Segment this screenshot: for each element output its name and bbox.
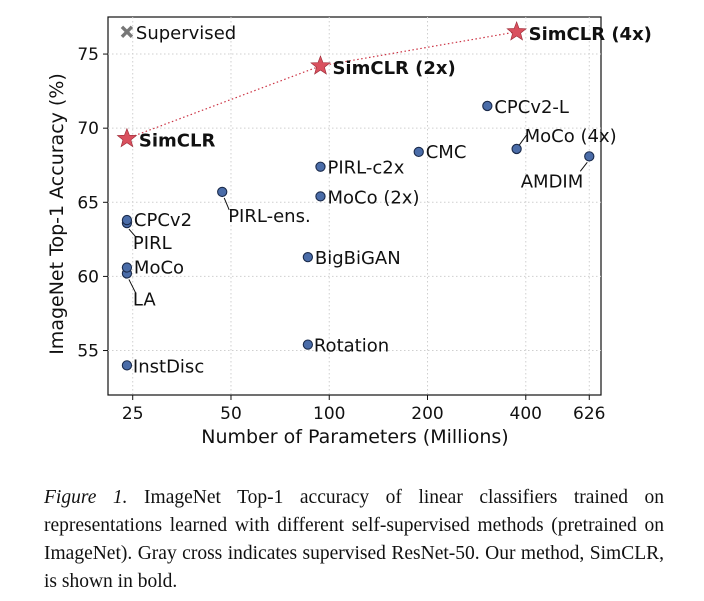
point-label-moco: MoCo: [134, 258, 184, 279]
point-label-simclr-2x: SimCLR (2x): [332, 58, 455, 79]
point-label-moco-2x: MoCo (2x): [327, 187, 419, 208]
star-marker-simclr-4x: [506, 20, 527, 41]
y-axis-label: ImageNet Top-1 Accuracy (%): [46, 73, 68, 355]
x-tick-label: 626: [573, 404, 605, 424]
data-points: [116, 20, 595, 371]
grid-lines: [108, 17, 601, 395]
point-label-pirl-c2x: PIRL-c2x: [327, 158, 404, 179]
star-marker-simclr-2x: [310, 55, 331, 75]
simclr-connector-line: [126, 31, 517, 140]
x-tick-label: 50: [220, 404, 242, 424]
x-axis-label: Number of Parameters (Millions): [201, 426, 508, 448]
point-marker-cmc: [413, 146, 424, 158]
point-marker-moco-2x: [315, 191, 326, 202]
caption-label: Figure 1.: [44, 487, 128, 508]
axis-ticks: 25 50 100 200 400 626 55 60 65 70 75: [77, 45, 605, 424]
y-tick-label: 70: [77, 119, 99, 139]
point-label-moco-4x: MoCo (4x): [525, 126, 617, 147]
point-marker-pirl-c2x: [315, 161, 326, 172]
leader-line: [223, 197, 230, 211]
figure-caption: Figure 1. ImageNet Top-1 accuracy of lin…: [44, 484, 664, 596]
y-tick-label: 55: [77, 342, 99, 362]
point-marker-rotation: [302, 339, 314, 350]
y-tick-label: 75: [77, 45, 99, 65]
cross-marker-supervised: [120, 25, 134, 39]
point-label-rotation: Rotation: [314, 336, 389, 357]
x-tick-label: 200: [411, 404, 443, 424]
leader-line: [128, 228, 137, 238]
x-tick-label: 25: [122, 404, 144, 424]
point-marker-instdisc: [121, 360, 133, 371]
point-label-cpcv2-l: CPCv2-L: [494, 97, 569, 118]
leader-line: [579, 162, 588, 172]
leader-line: [128, 279, 137, 294]
point-marker-moco-4x: [511, 143, 522, 155]
point-marker-pirl-ens: [217, 186, 228, 198]
point-label-supervised: Supervised: [136, 23, 236, 44]
point-label-cmc: CMC: [426, 142, 467, 163]
leader-line: [518, 134, 528, 147]
point-label-pirl: PIRL: [133, 233, 172, 254]
point-label-pirl-ens: PIRL-ens.: [228, 206, 310, 227]
point-marker-bigbigan: [302, 251, 314, 263]
x-tick-label: 100: [313, 404, 345, 424]
plot-frame: [107, 16, 602, 396]
point-marker-moco: [121, 262, 133, 273]
point-label-la: LA: [133, 289, 156, 310]
point-label-amdim: AMDIM: [521, 171, 584, 192]
y-tick-label: 65: [77, 193, 99, 213]
point-label-simclr: SimCLR: [139, 131, 216, 152]
x-tick-label: 400: [510, 404, 542, 424]
label-leaders: [128, 134, 588, 294]
point-label-instdisc: InstDisc: [133, 356, 204, 377]
scatter-chart: 25 50 100 200 400 626 55 60 65 70 75 InstDisc Rotat…: [46, 16, 652, 448]
caption-text: ImageNet Top-1 accuracy of linear classi…: [44, 487, 664, 592]
point-marker-amdim: [584, 151, 595, 162]
point-label-cpcv2: CPCv2: [134, 210, 192, 231]
point-label-bigbigan: BigBiGAN: [315, 248, 401, 269]
point-marker-cpcv2-l: [482, 100, 493, 112]
star-marker-simclr: [116, 127, 138, 148]
y-tick-label: 60: [77, 267, 99, 287]
point-marker-cpcv2: [121, 214, 133, 226]
point-label-simclr-4x: SimCLR (4x): [529, 24, 652, 45]
